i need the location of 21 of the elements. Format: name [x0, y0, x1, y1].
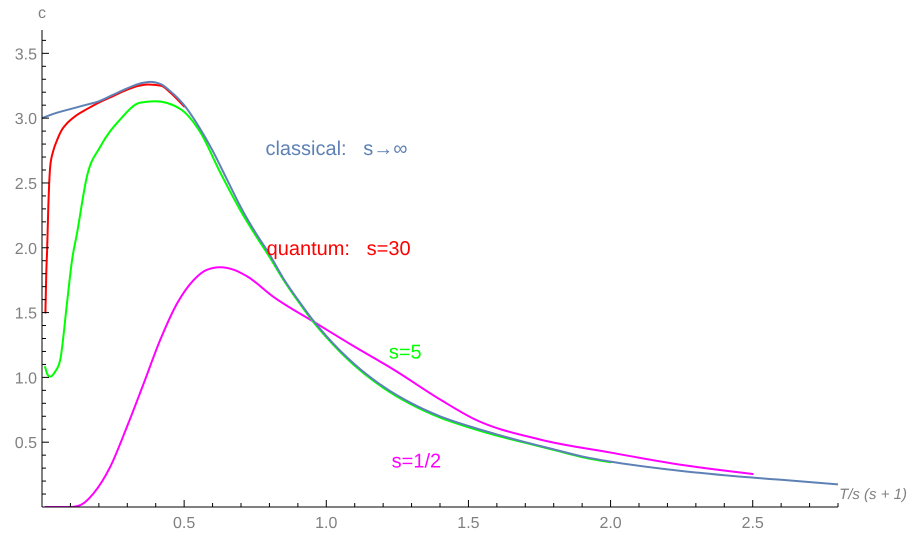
x-tick-label: 0.5 [173, 515, 196, 532]
series-label: s=5 [388, 341, 422, 364]
x-tick-label: 1.5 [457, 515, 480, 532]
y-tick-label: 0.5 [14, 435, 38, 452]
line-series [42, 80, 838, 486]
y-tick-label: 1.5 [14, 306, 38, 323]
y-tick-label: 3.5 [14, 46, 38, 64]
y-axis-title: c [38, 5, 46, 22]
x-tick-label: 2.0 [599, 515, 622, 532]
line-series [44, 266, 754, 507]
y-tick-label: 1.0 [14, 370, 38, 388]
y-tick-label: 2.5 [14, 176, 38, 193]
text: quantum: s=30 [266, 238, 411, 260]
x-tick-label: 1.0 [315, 515, 338, 532]
x-axis-title: T/s (s + 1) [839, 486, 907, 503]
y-tick-label: 3.0 [14, 111, 38, 128]
x-tick-label: 2.5 [742, 515, 764, 532]
text: s=1/2 [392, 450, 442, 472]
y-tick-label: 2.0 [14, 240, 38, 258]
text: classical: s→∞ [265, 138, 408, 160]
line-series [44, 83, 186, 314]
